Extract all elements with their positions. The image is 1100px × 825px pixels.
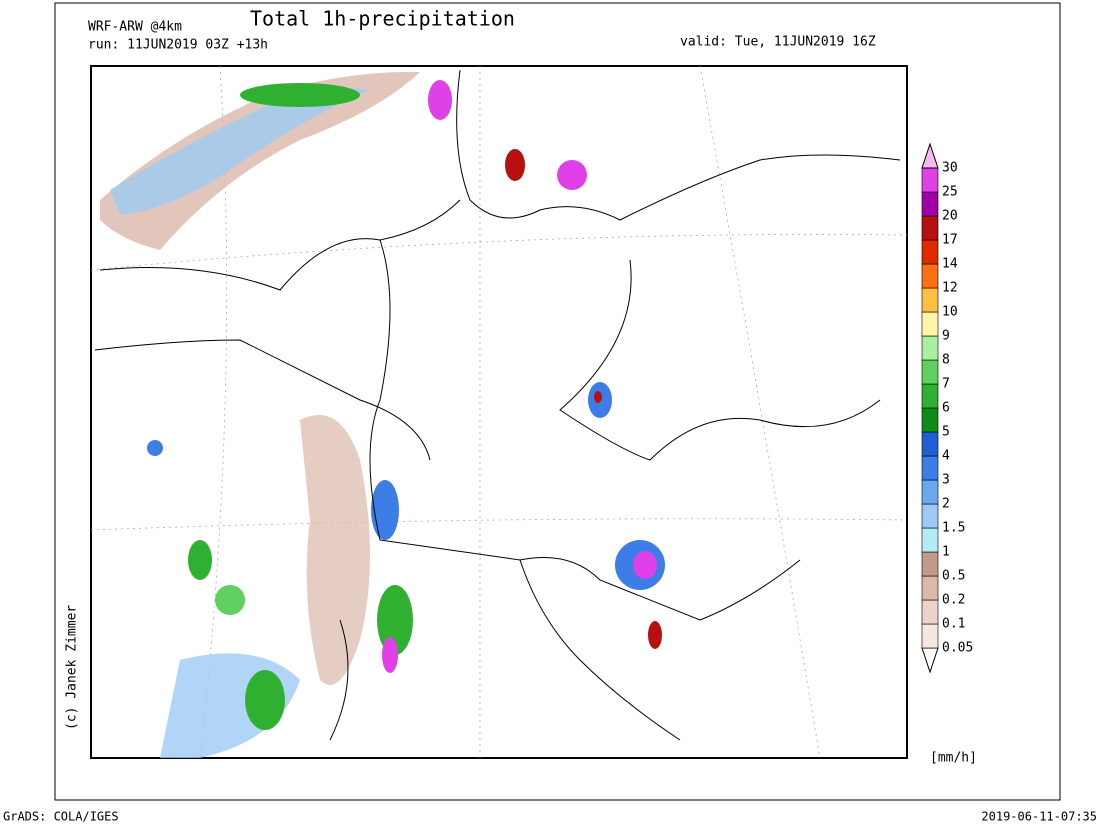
legend-box xyxy=(921,239,939,265)
valid-label: valid: Tue, 11JUN2019 16Z xyxy=(680,35,876,50)
legend-box xyxy=(921,431,939,457)
legend-box xyxy=(921,335,939,361)
legend-label: 0.5 xyxy=(942,569,965,584)
title: Total 1h-precipitation xyxy=(250,7,515,31)
legend-box xyxy=(921,191,939,217)
graticule xyxy=(90,65,908,759)
legend-box xyxy=(921,287,939,313)
legend-label: 3 xyxy=(942,473,950,488)
unit-label: [mm/h] xyxy=(930,751,977,766)
legend-label: 10 xyxy=(942,305,958,320)
map-area xyxy=(90,65,908,759)
legend-label: 4 xyxy=(942,449,950,464)
legend-label: 1.5 xyxy=(942,521,965,536)
legend-box xyxy=(921,263,939,289)
footer-left: GrADS: COLA/IGES xyxy=(3,810,119,824)
run-label: run: 11JUN2019 03Z +13h xyxy=(88,38,268,53)
legend-box xyxy=(921,215,939,241)
legend: 0.05 0.1 0.2 0.5 1 1.5 2 3 4 5 6 7 8 9 10 12 14 17 20 25 30 xyxy=(921,142,973,674)
legend-label: 9 xyxy=(942,329,950,344)
legend-label: 25 xyxy=(942,185,958,200)
legend-triangle xyxy=(921,142,939,169)
legend-box xyxy=(921,407,939,433)
legend-label: 12 xyxy=(942,281,958,296)
legend-label: 30 xyxy=(942,161,958,176)
legend-box xyxy=(921,527,939,553)
legend-triangle xyxy=(921,647,939,674)
legend-box xyxy=(921,479,939,505)
footer-right: 2019-06-11-07:35 xyxy=(981,810,1097,824)
legend-box xyxy=(921,503,939,529)
legend-label: 1 xyxy=(942,545,950,560)
legend-box xyxy=(921,599,939,625)
legend-label: 17 xyxy=(942,233,958,248)
legend-box xyxy=(921,575,939,601)
legend-box xyxy=(921,455,939,481)
legend-label: 0.05 xyxy=(942,641,973,656)
legend-box xyxy=(921,623,939,649)
borders xyxy=(94,69,901,741)
legend-label: 8 xyxy=(942,353,950,368)
legend-label: 5 xyxy=(942,425,950,440)
legend-label: 2 xyxy=(942,497,950,512)
legend-label: 6 xyxy=(942,401,950,416)
legend-label: 20 xyxy=(942,209,958,224)
credit: (c) Janek Zimmer xyxy=(65,605,80,730)
legend-label: 0.1 xyxy=(942,617,965,632)
outer-frame xyxy=(54,2,1061,801)
legend-box xyxy=(921,551,939,577)
model-label: WRF-ARW @4km xyxy=(88,20,182,35)
precipitation xyxy=(100,71,665,758)
legend-label: 7 xyxy=(942,377,950,392)
legend-box xyxy=(921,311,939,337)
legend-box xyxy=(921,167,939,193)
legend-label: 0.2 xyxy=(942,593,965,608)
legend-box xyxy=(921,383,939,409)
legend-label: 14 xyxy=(942,257,958,272)
legend-box xyxy=(921,359,939,385)
